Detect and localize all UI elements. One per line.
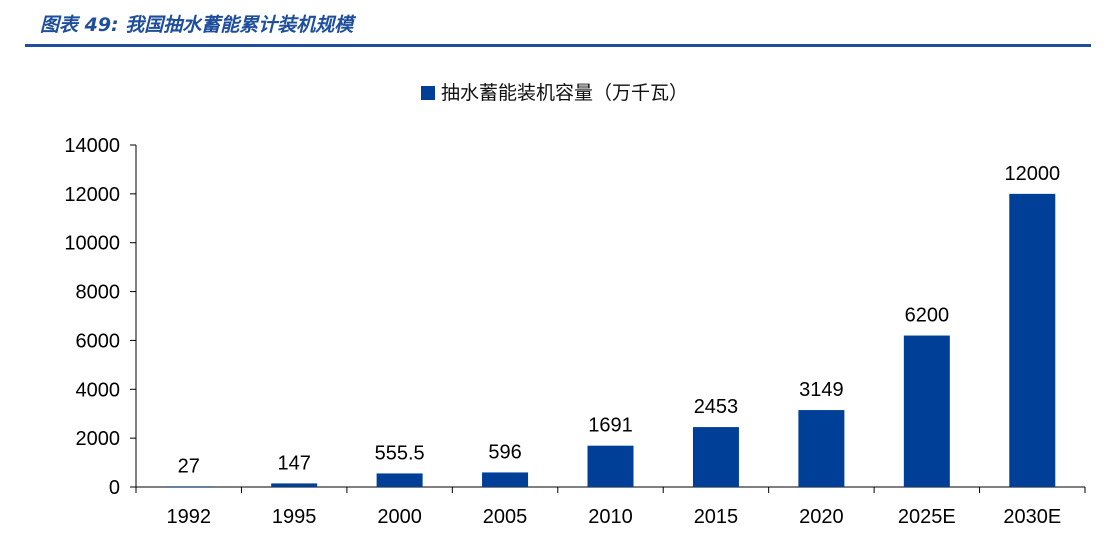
data-label: 6200: [905, 305, 950, 327]
x-tick-label: 2000: [377, 506, 422, 528]
bar: [376, 473, 423, 487]
data-label: 555.5: [375, 442, 425, 464]
bar: [692, 427, 739, 487]
figure-title: 图表 49: 我国抽水蓄能累计装机规模: [40, 14, 354, 36]
legend-swatch: [421, 86, 435, 100]
x-tick-label: 1992: [166, 506, 211, 528]
bar: [903, 335, 950, 487]
data-label: 12000: [1004, 163, 1060, 185]
x-tick-label: 2020: [799, 506, 844, 528]
data-label: 27: [178, 455, 200, 477]
y-tick-label: 12000: [64, 184, 120, 206]
x-tick-label: 2030E: [1003, 506, 1061, 528]
y-tick-label: 14000: [64, 135, 120, 157]
chart-legend: 抽水蓄能装机容量（万千瓦）: [421, 82, 688, 104]
x-tick-label: 2010: [588, 506, 633, 528]
bar: [1009, 193, 1056, 487]
x-tick-label: 2015: [694, 506, 739, 528]
bar: [165, 486, 212, 487]
y-tick-label: 4000: [76, 379, 121, 401]
y-axis: 0 2000 4000 6000 8000 10000 12000 14000: [64, 135, 137, 499]
bar: [798, 410, 845, 487]
bar: [271, 483, 318, 487]
title-underline: [25, 44, 1091, 47]
bar: [587, 445, 634, 487]
y-tick-label: 2000: [76, 428, 121, 450]
y-tick-label: 6000: [76, 330, 121, 352]
bar-series: [165, 193, 1056, 487]
x-tick-label: 1995: [272, 506, 317, 528]
data-label: 596: [488, 441, 521, 463]
y-tick-label: 0: [109, 477, 120, 499]
x-axis: 1992 1995 2000 2005 2010 2015 2020 2025E 2030E: [135, 486, 1086, 528]
x-tick-label: 2005: [483, 506, 528, 528]
bar: [482, 472, 529, 487]
y-tick-label: 10000: [64, 233, 120, 255]
x-tick-label: 2025E: [898, 506, 956, 528]
data-label: 2453: [694, 396, 739, 418]
data-label: 1691: [588, 415, 633, 437]
legend-label: 抽水蓄能装机容量（万千瓦）: [441, 82, 688, 104]
y-tick-label: 8000: [76, 282, 121, 304]
data-label: 3149: [799, 379, 844, 401]
data-label: 147: [277, 452, 310, 474]
data-labels: 27 147 555.5 596 1691 2453 3149 6200 12000: [178, 163, 1060, 477]
